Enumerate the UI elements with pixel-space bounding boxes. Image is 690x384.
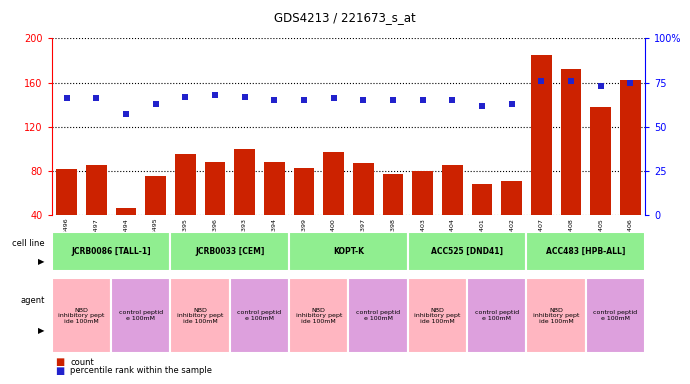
- Point: [476, 103, 487, 109]
- Point: [595, 83, 607, 89]
- Text: ACC525 [DND41]: ACC525 [DND41]: [431, 247, 503, 256]
- Bar: [467, 278, 526, 353]
- Point: [121, 111, 132, 118]
- Bar: [382, 174, 404, 259]
- Bar: [204, 162, 226, 259]
- Text: ACC483 [HPB-ALL]: ACC483 [HPB-ALL]: [546, 247, 626, 256]
- Text: cell line: cell line: [12, 239, 45, 248]
- Text: count: count: [70, 358, 94, 367]
- Point: [566, 78, 577, 84]
- Text: JCRB0086 [TALL-1]: JCRB0086 [TALL-1]: [71, 247, 151, 256]
- Point: [447, 97, 458, 103]
- Bar: [408, 232, 526, 271]
- Text: ■: ■: [55, 357, 64, 367]
- Bar: [264, 162, 285, 259]
- Text: NBD
inhibitory pept
ide 100mM: NBD inhibitory pept ide 100mM: [295, 308, 342, 324]
- Bar: [323, 152, 344, 259]
- Text: control peptid
e 100mM: control peptid e 100mM: [593, 310, 638, 321]
- Point: [417, 97, 428, 103]
- Bar: [175, 154, 196, 259]
- Bar: [170, 278, 230, 353]
- Bar: [471, 184, 493, 259]
- Bar: [501, 181, 522, 259]
- Text: NBD
inhibitory pept
ide 100mM: NBD inhibitory pept ide 100mM: [533, 308, 580, 324]
- Text: JCRB0033 [CEM]: JCRB0033 [CEM]: [195, 247, 264, 256]
- Text: agent: agent: [21, 296, 45, 305]
- Text: ▶: ▶: [39, 257, 45, 266]
- Point: [625, 79, 636, 86]
- Text: control peptid
e 100mM: control peptid e 100mM: [356, 310, 400, 321]
- Bar: [111, 278, 170, 353]
- Text: percentile rank within the sample: percentile rank within the sample: [70, 366, 213, 375]
- Text: control peptid
e 100mM: control peptid e 100mM: [119, 310, 163, 321]
- Bar: [56, 169, 77, 259]
- Bar: [590, 107, 611, 259]
- Text: KOPT-K: KOPT-K: [333, 247, 364, 256]
- Bar: [348, 278, 408, 353]
- Bar: [145, 176, 166, 259]
- Text: GDS4213 / 221673_s_at: GDS4213 / 221673_s_at: [274, 12, 416, 25]
- Bar: [412, 171, 433, 259]
- Point: [506, 101, 518, 107]
- Bar: [52, 278, 111, 353]
- Text: NBD
inhibitory pept
ide 100mM: NBD inhibitory pept ide 100mM: [58, 308, 105, 324]
- Point: [61, 95, 72, 101]
- Bar: [531, 55, 552, 259]
- Point: [180, 94, 191, 100]
- Point: [358, 97, 369, 103]
- Point: [239, 94, 250, 100]
- Bar: [293, 167, 315, 259]
- Bar: [170, 232, 289, 271]
- Text: control peptid
e 100mM: control peptid e 100mM: [237, 310, 282, 321]
- Bar: [289, 278, 348, 353]
- Text: ■: ■: [55, 366, 64, 376]
- Bar: [408, 278, 467, 353]
- Point: [210, 92, 221, 98]
- Text: control peptid
e 100mM: control peptid e 100mM: [475, 310, 519, 321]
- Bar: [586, 278, 645, 353]
- Bar: [526, 232, 645, 271]
- Point: [91, 95, 102, 101]
- Bar: [52, 232, 170, 271]
- Bar: [289, 232, 408, 271]
- Bar: [526, 278, 586, 353]
- Bar: [115, 209, 137, 259]
- Point: [269, 97, 280, 103]
- Bar: [234, 149, 255, 259]
- Point: [328, 95, 339, 101]
- Text: NBD
inhibitory pept
ide 100mM: NBD inhibitory pept ide 100mM: [414, 308, 461, 324]
- Bar: [442, 166, 463, 259]
- Bar: [86, 166, 107, 259]
- Text: NBD
inhibitory pept
ide 100mM: NBD inhibitory pept ide 100mM: [177, 308, 224, 324]
- Point: [150, 101, 161, 107]
- Bar: [353, 163, 374, 259]
- Bar: [230, 278, 289, 353]
- Point: [536, 78, 547, 84]
- Bar: [620, 80, 641, 259]
- Text: ▶: ▶: [39, 326, 45, 335]
- Point: [388, 97, 399, 103]
- Point: [299, 97, 310, 103]
- Bar: [560, 70, 582, 259]
